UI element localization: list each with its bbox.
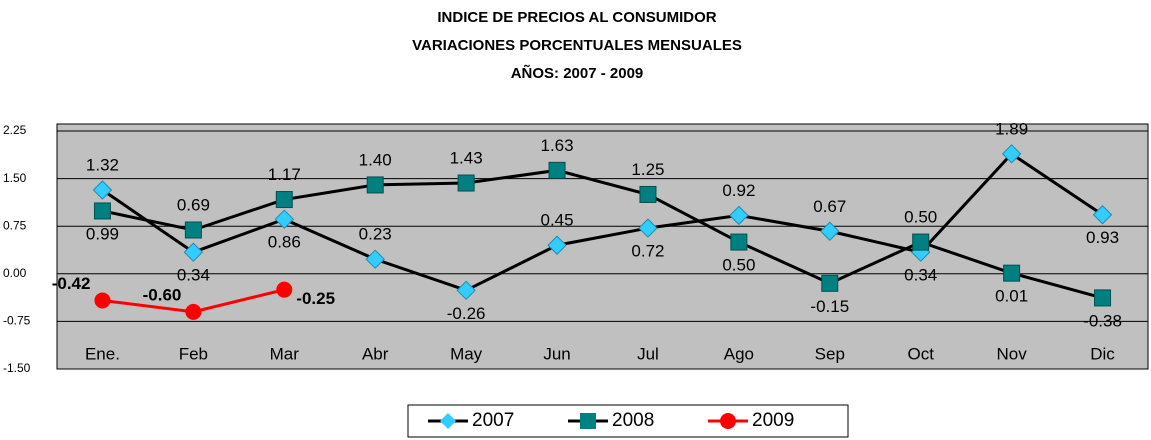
data-label: 0.50 bbox=[722, 256, 755, 275]
data-label: -0.25 bbox=[296, 289, 335, 308]
point bbox=[638, 218, 658, 238]
data-label: 0.69 bbox=[177, 195, 210, 214]
data-label: 0.23 bbox=[359, 225, 392, 244]
data-label: 0.67 bbox=[813, 197, 846, 216]
point bbox=[1003, 264, 1021, 282]
data-label: 1.63 bbox=[540, 136, 573, 155]
data-label: 1.32 bbox=[86, 155, 119, 174]
chart-title: INDICE DE PRECIOS AL CONSUMIDOR bbox=[437, 9, 716, 26]
data-label: -0.42 bbox=[52, 274, 91, 293]
point bbox=[276, 281, 293, 298]
legend-marker bbox=[440, 413, 456, 429]
data-label: 0.01 bbox=[995, 287, 1028, 306]
point bbox=[1092, 205, 1113, 225]
point bbox=[456, 280, 476, 301]
data-label: 1.40 bbox=[359, 150, 392, 169]
point bbox=[185, 303, 202, 320]
y-tick-label: -1.50 bbox=[3, 361, 31, 375]
point bbox=[547, 235, 567, 255]
data-label: 0.99 bbox=[86, 224, 119, 243]
data-label: 0.34 bbox=[177, 266, 210, 285]
x-tick-label: Mar bbox=[270, 344, 300, 363]
y-tick-label: -0.75 bbox=[3, 314, 31, 328]
legend-label: 2009 bbox=[752, 410, 794, 431]
legend bbox=[407, 404, 849, 438]
x-tick-label: Sep bbox=[815, 344, 845, 363]
data-label: -0.15 bbox=[810, 297, 849, 316]
data-label: 1.25 bbox=[631, 160, 664, 179]
data-label: 0.86 bbox=[268, 233, 301, 252]
point bbox=[820, 221, 840, 241]
series-line bbox=[101, 151, 1104, 292]
point bbox=[94, 292, 111, 309]
point bbox=[821, 274, 839, 292]
x-tick-label: Feb bbox=[179, 344, 208, 363]
data-label: -0.26 bbox=[447, 304, 486, 323]
data-label: 0.50 bbox=[904, 208, 937, 227]
plot-area bbox=[56, 123, 1149, 370]
data-label: -0.38 bbox=[1083, 311, 1122, 330]
x-tick-label: Nov bbox=[997, 344, 1028, 363]
data-label: 1.43 bbox=[450, 149, 483, 168]
point bbox=[1001, 144, 1022, 164]
x-tick-label: Oct bbox=[907, 344, 934, 363]
point bbox=[92, 180, 113, 200]
data-label: 1.17 bbox=[268, 165, 301, 184]
data-label: 0.93 bbox=[1086, 228, 1119, 247]
point bbox=[912, 233, 930, 251]
y-tick-label: 1.50 bbox=[3, 171, 27, 185]
data-label: 0.34 bbox=[904, 266, 937, 285]
point bbox=[639, 185, 657, 203]
x-tick-label: Ene. bbox=[85, 344, 120, 363]
y-tick-label: 0.75 bbox=[3, 218, 27, 232]
point bbox=[548, 161, 566, 179]
data-label: 0.72 bbox=[631, 242, 664, 261]
x-tick-label: Dic bbox=[1090, 344, 1115, 363]
legend-marker bbox=[580, 413, 596, 429]
y-tick-label: 0.00 bbox=[3, 266, 27, 280]
y-tick-label: 2.25 bbox=[3, 123, 27, 137]
data-label: 1.89 bbox=[995, 119, 1028, 138]
data-label: 0.92 bbox=[722, 181, 755, 200]
x-tick-label: May bbox=[450, 344, 483, 363]
point bbox=[457, 174, 475, 192]
x-tick-label: Abr bbox=[362, 344, 389, 363]
chart-title: AÑOS: 2007 - 2009 bbox=[511, 64, 644, 82]
point bbox=[366, 176, 384, 194]
legend-marker bbox=[720, 413, 736, 429]
data-label: -0.60 bbox=[143, 285, 182, 304]
x-tick-label: Jun bbox=[543, 344, 570, 363]
point bbox=[184, 221, 202, 239]
x-tick-label: Jul bbox=[637, 344, 659, 363]
point bbox=[730, 233, 748, 251]
point bbox=[183, 242, 204, 262]
point bbox=[1094, 289, 1112, 307]
series-line bbox=[102, 168, 1103, 300]
point bbox=[274, 209, 294, 229]
chart-title: VARIACIONES PORCENTUALES MENSUALES bbox=[412, 37, 742, 54]
point bbox=[365, 249, 385, 269]
data-label: 0.45 bbox=[540, 211, 573, 230]
legend-label: 2008 bbox=[612, 410, 654, 431]
point bbox=[275, 191, 293, 209]
legend-label: 2007 bbox=[472, 410, 514, 431]
point bbox=[729, 205, 749, 226]
point bbox=[93, 202, 111, 220]
x-tick-label: Ago bbox=[724, 344, 754, 363]
